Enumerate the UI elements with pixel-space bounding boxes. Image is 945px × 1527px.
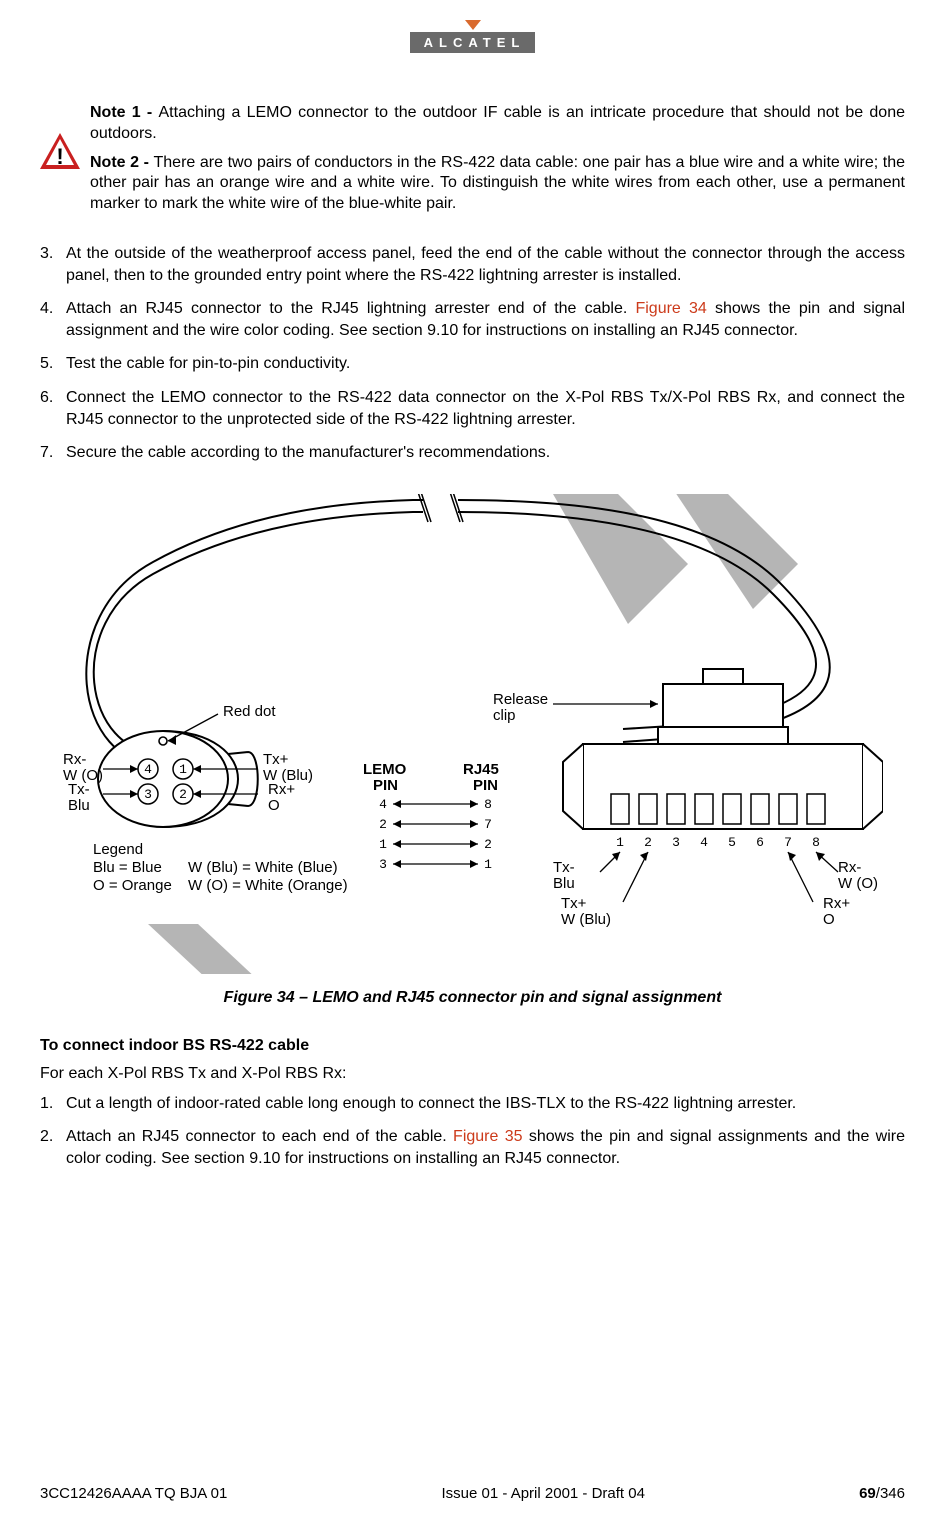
rj-w-o: W (O) [838, 875, 878, 892]
step-body: Cut a length of indoor-rated cable long … [66, 1093, 905, 1115]
steps-list-b: 1. Cut a length of indoor-rated cable lo… [40, 1093, 905, 1170]
lemo-pin-4: 4 [144, 762, 152, 777]
map-r-3: 1 [484, 857, 492, 872]
brand-diamond-icon [465, 20, 481, 30]
label-tx-minus: Tx- [68, 781, 90, 798]
step-3: 3. At the outside of the weatherproof ac… [40, 243, 905, 286]
rj-pin-3: 3 [672, 835, 680, 850]
label-rx-plus: Rx+ [268, 781, 295, 798]
section-2-intro: For each X-Pol RBS Tx and X-Pol RBS Rx: [40, 1065, 905, 1083]
lemo-pin-3: 3 [144, 787, 152, 802]
page-total: /346 [876, 1485, 905, 1502]
step-body: Attach an RJ45 connector to the RJ45 lig… [66, 298, 905, 341]
step-body: Test the cable for pin-to-pin conductivi… [66, 353, 905, 375]
map-r-2: 2 [484, 837, 492, 852]
note-1-label: Note 1 - [90, 104, 159, 121]
rj-rx-plus: Rx+ [823, 895, 850, 912]
map-l-0: 4 [379, 797, 387, 812]
rj-pin-4: 4 [700, 835, 708, 850]
text: Attach an RJ45 connector to the RJ45 lig… [66, 300, 635, 317]
map-l-3: 3 [379, 857, 387, 872]
warning-icon: ! [40, 133, 90, 169]
map-l-1: 2 [379, 817, 387, 832]
label-lemo: LEMO [363, 761, 407, 778]
rj-pin-1: 1 [616, 835, 624, 850]
step-b1: 1. Cut a length of indoor-rated cable lo… [40, 1093, 905, 1115]
rj-tx-minus: Tx- [553, 859, 575, 876]
map-l-2: 1 [379, 837, 387, 852]
legend-1b: W (Blu) = White (Blue) [188, 859, 338, 876]
footer-right: 69/346 [859, 1485, 905, 1502]
section-2-head: To connect indoor BS RS-422 cable [40, 1037, 905, 1055]
figure-ref-35: Figure 35 [453, 1128, 522, 1145]
rj-pin-2: 2 [644, 835, 652, 850]
step-b2: 2. Attach an RJ45 connector to each end … [40, 1126, 905, 1169]
figure-34-diagram: Red dot 4 1 3 2 Rx- W (O) Tx- Blu Tx+ W … [63, 494, 883, 979]
text: Attach an RJ45 connector to each end of … [66, 1128, 453, 1145]
rj-pin-7: 7 [784, 835, 792, 850]
step-4: 4. Attach an RJ45 connector to the RJ45 … [40, 298, 905, 341]
figure-34-caption: Figure 34 – LEMO and RJ45 connector pin … [40, 989, 905, 1007]
pin-map-rows: 4 8 2 7 1 2 3 1 [379, 797, 492, 872]
rj-pin-5: 5 [728, 835, 736, 850]
label-clip: clip [493, 707, 516, 724]
step-6: 6. Connect the LEMO connector to the RS-… [40, 387, 905, 430]
step-body: Connect the LEMO connector to the RS-422… [66, 387, 905, 430]
step-num: 1. [40, 1093, 66, 1115]
rj-tx-plus: Tx+ [561, 895, 587, 912]
figure-ref-34: Figure 34 [635, 300, 706, 317]
page-current: 69 [859, 1485, 876, 1502]
brand-text: ALCATEL [410, 32, 536, 53]
notes-block: ! Note 1 - Attaching a LEMO connector to… [40, 103, 905, 223]
label-pin-l: PIN [373, 777, 398, 794]
note-1: Note 1 - Attaching a LEMO connector to t… [90, 103, 905, 145]
rj-pin-8: 8 [812, 835, 820, 850]
step-5: 5. Test the cable for pin-to-pin conduct… [40, 353, 905, 375]
step-num: 5. [40, 353, 66, 375]
footer-center: Issue 01 - April 2001 - Draft 04 [442, 1485, 645, 1502]
rj-pin-6: 6 [756, 835, 764, 850]
label-tx-plus: Tx+ [263, 751, 289, 768]
label-red-dot: Red dot [223, 703, 276, 720]
note-2: Note 2 - There are two pairs of conducto… [90, 153, 905, 215]
map-r-1: 7 [484, 817, 492, 832]
note-2-label: Note 2 - [90, 154, 154, 171]
rj-rx-minus: Rx- [838, 859, 861, 876]
step-body: At the outside of the weatherproof acces… [66, 243, 905, 286]
step-num: 6. [40, 387, 66, 430]
rj45-connector: Release clip 1 2 3 4 5 [493, 669, 883, 928]
note-2-text: There are two pairs of conductors in the… [90, 154, 905, 213]
step-num: 7. [40, 442, 66, 464]
page-footer: 3CC12426AAAA TQ BJA 01 Issue 01 - April … [40, 1485, 905, 1502]
footer-left: 3CC12426AAAA TQ BJA 01 [40, 1485, 227, 1502]
legend-head: Legend [93, 841, 143, 858]
step-num: 3. [40, 243, 66, 286]
lemo-pin-2: 2 [179, 787, 187, 802]
label-rj45: RJ45 [463, 761, 499, 778]
legend-2a: O = Orange [93, 877, 172, 894]
note-1-text: Attaching a LEMO connector to the outdoo… [90, 104, 905, 142]
map-r-0: 8 [484, 797, 492, 812]
steps-list-a: 3. At the outside of the weatherproof ac… [40, 243, 905, 464]
label-blu: Blu [68, 797, 90, 814]
legend-1a: Blu = Blue [93, 859, 162, 876]
label-release: Release [493, 691, 548, 708]
brand-header: ALCATEL [40, 20, 905, 53]
rj-o: O [823, 911, 835, 928]
label-o: O [268, 797, 280, 814]
label-pin-r: PIN [473, 777, 498, 794]
step-7: 7. Secure the cable according to the man… [40, 442, 905, 464]
step-num: 2. [40, 1126, 66, 1169]
label-rx-minus: Rx- [63, 751, 86, 768]
step-body: Attach an RJ45 connector to each end of … [66, 1126, 905, 1169]
step-num: 4. [40, 298, 66, 341]
rj-w-blu: W (Blu) [561, 911, 611, 928]
legend-2b: W (O) = White (Orange) [188, 877, 348, 894]
rj-blu: Blu [553, 875, 575, 892]
step-body: Secure the cable according to the manufa… [66, 442, 905, 464]
lemo-pin-1: 1 [179, 762, 187, 777]
